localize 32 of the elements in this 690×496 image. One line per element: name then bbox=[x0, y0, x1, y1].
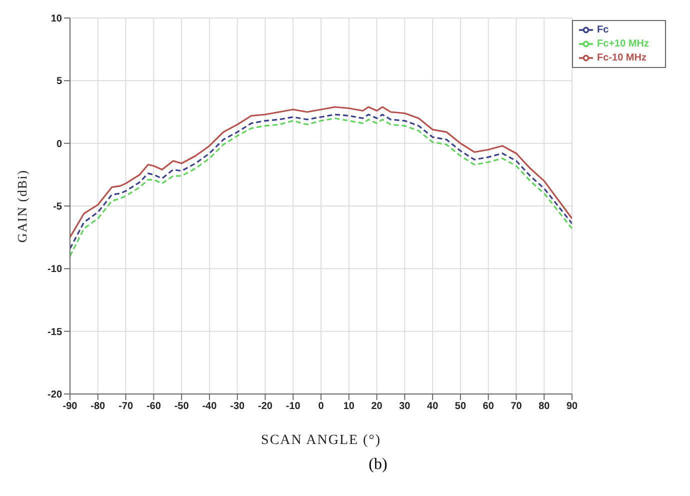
y-tick-label: 5 bbox=[56, 76, 62, 88]
legend-label: Fc-10 MHz bbox=[597, 52, 646, 64]
x-tick-label: -70 bbox=[118, 401, 134, 412]
x-tick-label: 30 bbox=[399, 401, 411, 412]
x-tick-label: -50 bbox=[174, 401, 190, 412]
x-tick-label: -30 bbox=[230, 401, 246, 412]
y-tick-label: 0 bbox=[56, 138, 62, 150]
x-tick-label: 70 bbox=[510, 401, 522, 412]
x-tick-label: 90 bbox=[566, 401, 578, 412]
y-tick-label: -5 bbox=[53, 202, 62, 213]
legend-label: Fc bbox=[597, 24, 609, 36]
x-tick-label: -20 bbox=[258, 401, 273, 412]
x-tick-label: 20 bbox=[371, 401, 383, 412]
x-tick-label: -10 bbox=[286, 401, 301, 412]
x-tick-label: 10 bbox=[343, 401, 355, 412]
x-tick-label: 50 bbox=[454, 401, 466, 412]
y-tick-label: 10 bbox=[50, 14, 62, 25]
legend-label: Fc+10 MHz bbox=[597, 38, 649, 50]
y-axis-title: GAIN (dBi) bbox=[14, 169, 30, 243]
x-axis-title: SCAN ANGLE (°) bbox=[261, 433, 381, 448]
y-tick-label: -10 bbox=[48, 264, 62, 276]
y-tick-label: -20 bbox=[48, 390, 62, 401]
text: (b) bbox=[368, 456, 388, 474]
x-tick-label: 80 bbox=[538, 401, 550, 412]
x-tick-label: -40 bbox=[202, 401, 218, 412]
x-tick-label: 40 bbox=[427, 401, 439, 412]
x-tick-label: -90 bbox=[62, 401, 78, 412]
x-tick-label: -60 bbox=[146, 401, 162, 412]
x-tick-label: 0 bbox=[318, 401, 324, 412]
x-tick-label: -80 bbox=[90, 401, 106, 412]
x-tick-label: 60 bbox=[482, 401, 494, 412]
y-tick-label: -15 bbox=[48, 326, 62, 338]
